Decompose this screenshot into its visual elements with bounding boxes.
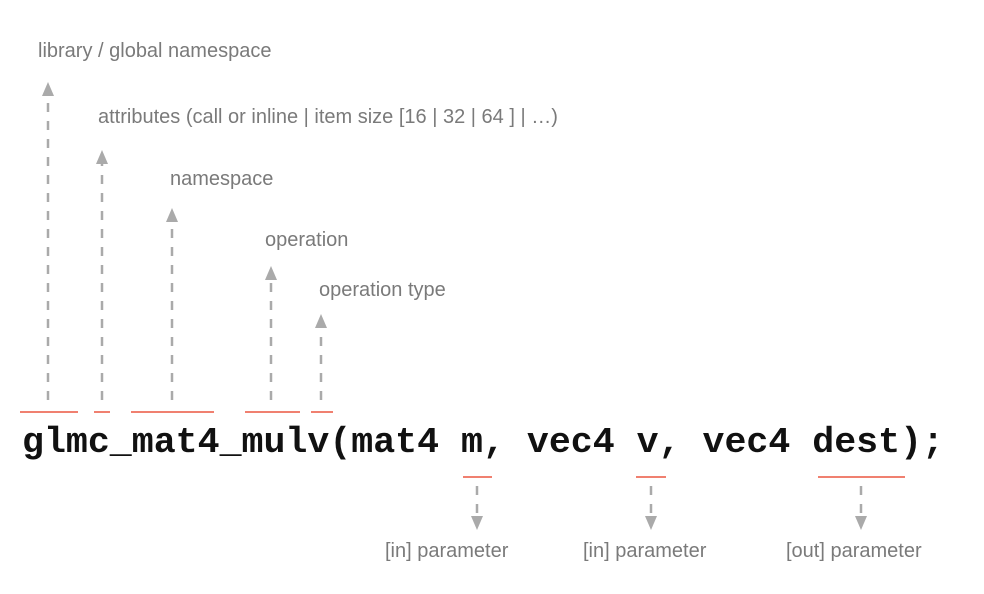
label-operation-type: operation type xyxy=(319,279,446,301)
label-param-m: [in] parameter xyxy=(385,540,509,562)
label-param-v: [in] parameter xyxy=(583,540,707,562)
label-operation: operation xyxy=(265,229,348,251)
arrowhead-icon xyxy=(42,82,54,96)
upward-arrows xyxy=(42,82,327,400)
label-param-dest: [out] parameter xyxy=(786,540,922,562)
label-attributes: attributes (call or inline | item size [… xyxy=(98,106,558,128)
downward-arrows xyxy=(471,486,867,530)
arrowhead-icon xyxy=(645,516,657,530)
arrowhead-icon xyxy=(166,208,178,222)
function-signature: glmc_mat4_mulv(mat4 m, vec4 v, vec4 dest… xyxy=(22,422,944,463)
arrowhead-icon xyxy=(471,516,483,530)
arrowhead-icon xyxy=(315,314,327,328)
label-namespace: namespace xyxy=(170,168,273,190)
arrowhead-icon xyxy=(96,150,108,164)
label-library: library / global namespace xyxy=(38,40,271,62)
arrowhead-icon xyxy=(855,516,867,530)
arrowhead-icon xyxy=(265,266,277,280)
